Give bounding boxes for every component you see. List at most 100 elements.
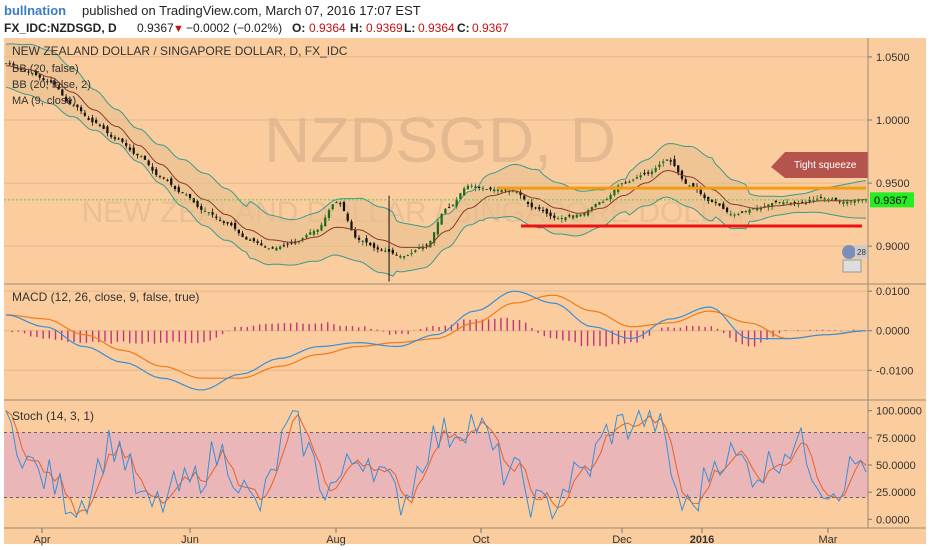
candle-body bbox=[147, 160, 150, 166]
candle bbox=[643, 169, 646, 176]
candle-body bbox=[237, 229, 240, 234]
candle-body bbox=[793, 202, 796, 204]
candle bbox=[279, 245, 282, 251]
candle-body bbox=[459, 193, 462, 200]
candle bbox=[448, 203, 451, 209]
candle bbox=[440, 213, 443, 225]
candle-body bbox=[632, 179, 635, 181]
publish-info: published on TradingView.com, March 07, … bbox=[82, 3, 421, 18]
candle-body bbox=[523, 195, 526, 200]
candle-body bbox=[395, 254, 398, 256]
candle bbox=[106, 125, 109, 137]
candle bbox=[639, 172, 642, 181]
candle-body bbox=[774, 200, 777, 203]
candle bbox=[181, 191, 184, 194]
time-tick-label: Jun bbox=[181, 534, 199, 546]
candle bbox=[166, 178, 169, 182]
candle-body bbox=[252, 238, 255, 242]
macd-pane[interactable]: MACD (12, 26, close, 9, false, true) bbox=[4, 290, 868, 391]
candle-body bbox=[402, 256, 406, 258]
time-tick-label: Oct bbox=[472, 534, 489, 546]
macd-histogram bbox=[5, 317, 867, 347]
candle-body bbox=[64, 96, 68, 101]
candle bbox=[342, 200, 346, 212]
candle-body bbox=[309, 232, 312, 235]
stoch-pane[interactable]: Stoch (14, 3, 1) bbox=[4, 408, 868, 521]
candle bbox=[158, 175, 162, 179]
candle bbox=[110, 131, 113, 139]
candle-body bbox=[158, 175, 162, 177]
event-badge[interactable]: 28 bbox=[842, 245, 867, 273]
header: bullnation published on TradingView.com,… bbox=[4, 3, 509, 35]
bb2-legend: BB (20, false, 2) bbox=[12, 79, 91, 91]
candle-body bbox=[571, 215, 575, 219]
candle-body bbox=[410, 252, 413, 255]
candle-body bbox=[658, 164, 661, 168]
candle-body bbox=[200, 206, 203, 210]
candle bbox=[173, 185, 177, 192]
candle bbox=[549, 209, 552, 220]
macd-tick-label: -0.0100 bbox=[876, 365, 913, 377]
trend-lines[interactable] bbox=[4, 186, 868, 228]
candle bbox=[849, 200, 853, 206]
macd-tick-label: 0.0100 bbox=[876, 286, 910, 298]
time-axis[interactable]: Apr Jun Aug Oct Dec 2016 Mar bbox=[33, 528, 838, 546]
candle-body bbox=[95, 119, 98, 123]
candle bbox=[46, 78, 49, 86]
candle-body bbox=[849, 201, 853, 203]
candle bbox=[737, 212, 740, 216]
close-label: C: bbox=[457, 21, 470, 35]
candle bbox=[575, 213, 578, 219]
candle bbox=[519, 188, 522, 199]
close-value: 0.9367 bbox=[472, 21, 509, 35]
tight-squeeze-callout[interactable]: Tight squeeze bbox=[771, 152, 868, 178]
candle bbox=[309, 229, 312, 236]
candle bbox=[598, 201, 601, 205]
bollinger-upper bbox=[5, 43, 867, 228]
pane-title: NEW ZEALAND DOLLAR / SINGAPORE DOLLAR, D… bbox=[12, 44, 348, 58]
candle-body bbox=[729, 214, 732, 216]
candle-body bbox=[846, 201, 849, 204]
bollinger-lower bbox=[5, 86, 867, 277]
candle-body bbox=[662, 161, 665, 164]
bollinger-fill bbox=[6, 43, 866, 277]
candle-body bbox=[87, 118, 90, 120]
candle bbox=[632, 179, 635, 182]
candle bbox=[590, 206, 593, 213]
candle-body bbox=[808, 200, 811, 202]
candle bbox=[410, 249, 413, 257]
candle-body bbox=[425, 244, 428, 246]
candle bbox=[83, 110, 86, 117]
candle-body bbox=[72, 105, 75, 107]
candle bbox=[489, 186, 492, 192]
candle-body bbox=[429, 240, 432, 248]
candle-body bbox=[433, 232, 436, 244]
candle-body bbox=[601, 201, 605, 203]
high-value: 0.9369 bbox=[366, 21, 403, 35]
value-axes[interactable]: 1.0500 1.0000 0.9500 0.9000 0.0100 0.0000 -0.0… bbox=[868, 52, 922, 526]
candle bbox=[211, 208, 214, 218]
candle bbox=[729, 210, 732, 217]
candle-body bbox=[436, 222, 439, 235]
candle-body bbox=[560, 218, 563, 220]
candle bbox=[121, 137, 124, 144]
candle bbox=[481, 185, 485, 192]
calendar-icon bbox=[842, 259, 862, 273]
time-tick-label: Mar bbox=[819, 534, 838, 546]
candle bbox=[372, 241, 376, 252]
candle-body bbox=[692, 183, 695, 187]
candle-body bbox=[372, 243, 376, 248]
price-pane[interactable]: NZDSGD, D NEW ZEALAND DOLLAR / SINGAPORE… bbox=[4, 43, 868, 282]
author-name[interactable]: bullnation bbox=[4, 3, 66, 18]
candle-body bbox=[125, 142, 128, 146]
candle-body bbox=[31, 72, 34, 75]
candle bbox=[624, 180, 627, 184]
low-label: L: bbox=[404, 21, 415, 35]
candle bbox=[147, 159, 150, 167]
candle bbox=[560, 215, 563, 223]
candle bbox=[53, 77, 56, 88]
candle-body bbox=[511, 190, 515, 192]
candle-body bbox=[117, 138, 120, 140]
stoch-d-line bbox=[5, 410, 867, 516]
candle-body bbox=[264, 246, 267, 248]
